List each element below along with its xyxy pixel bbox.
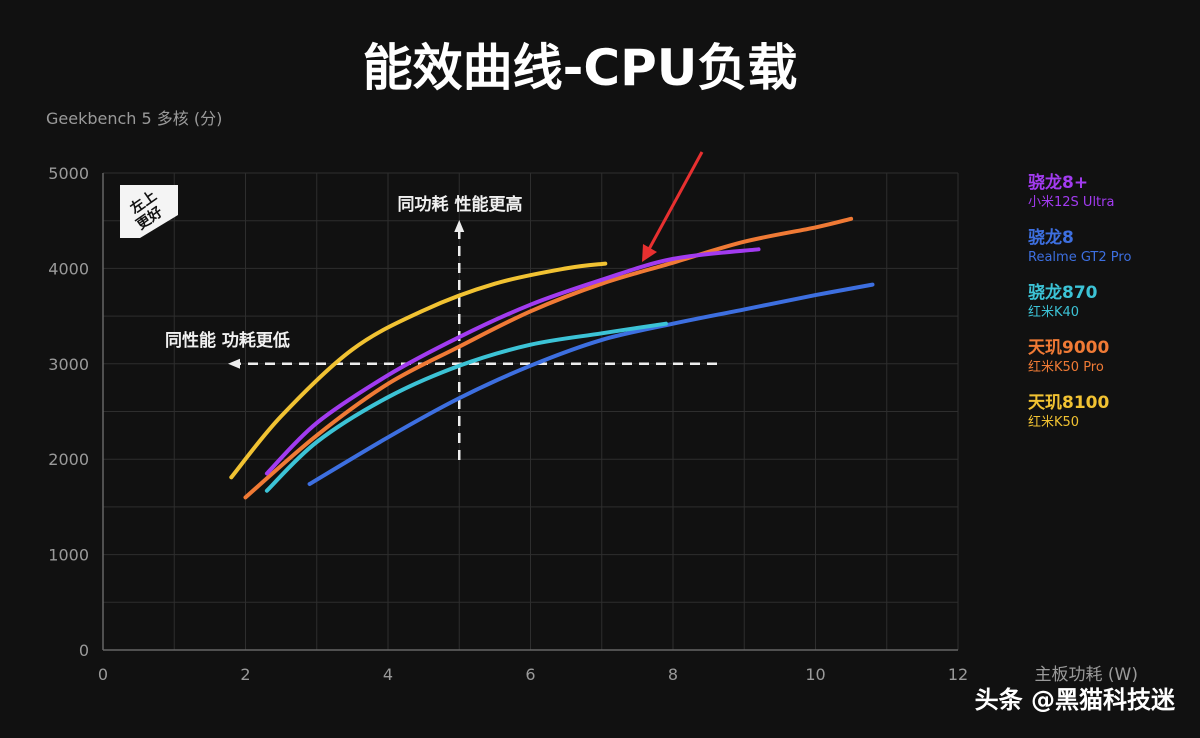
grid bbox=[102, 172, 959, 651]
legend-series-name: 骁龙870 bbox=[1028, 282, 1098, 303]
highlight-arrow bbox=[642, 151, 704, 262]
x-tick-label: 8 bbox=[668, 665, 678, 684]
legend-series-name: 骁龙8 bbox=[1028, 227, 1074, 248]
series-line-3 bbox=[243, 216, 854, 500]
y-tick-label: 2000 bbox=[48, 450, 89, 469]
legend-series-name: 天玑9000 bbox=[1028, 338, 1109, 358]
y-tick-label: 1000 bbox=[48, 546, 89, 565]
watermark: 头条 @黑猫科技迷 bbox=[975, 686, 1176, 714]
guide-lines bbox=[228, 220, 717, 460]
series-lines bbox=[229, 216, 875, 500]
guide-horizontal-arrowhead bbox=[228, 358, 240, 369]
series-line-1 bbox=[307, 282, 875, 486]
legend-series-name: 骁龙8+ bbox=[1028, 172, 1088, 193]
chart-title: 能效曲线-CPU负载 bbox=[363, 39, 798, 97]
y-tick-label: 3000 bbox=[48, 355, 89, 374]
legend-device-name: 红米K50 bbox=[1028, 414, 1079, 430]
x-tick-label: 2 bbox=[240, 665, 250, 684]
legend-device-name: Realme GT2 Pro bbox=[1028, 250, 1131, 265]
x-tick-label: 10 bbox=[805, 665, 825, 684]
y-tick-label: 0 bbox=[79, 641, 89, 660]
series-line-4 bbox=[229, 261, 608, 480]
x-tick-label: 6 bbox=[525, 665, 535, 684]
better-badge-shape bbox=[120, 185, 178, 238]
arrow-head bbox=[642, 244, 657, 262]
axis-ticks: 0 1000 2000 3000 4000 5000 0 2 4 6 8 10 12 bbox=[48, 164, 968, 684]
legend-device-name: 红米K50 Pro bbox=[1028, 359, 1104, 375]
x-tick-label: 4 bbox=[383, 665, 393, 684]
arrow-shaft bbox=[646, 151, 704, 252]
series-line-0 bbox=[264, 247, 761, 476]
annotation-horizontal: 同性能 功耗更低 bbox=[165, 330, 290, 351]
legend-series-name: 天玑8100 bbox=[1028, 393, 1109, 413]
x-axis-label: 主板功耗 (W) bbox=[1035, 665, 1138, 685]
guide-vertical-arrowhead bbox=[454, 220, 465, 232]
x-tick-label: 0 bbox=[98, 665, 108, 684]
legend-device-name: 红米K40 bbox=[1028, 304, 1079, 320]
y-axis-label: Geekbench 5 多核 (分) bbox=[46, 109, 222, 128]
annotation-vertical: 同功耗 性能更高 bbox=[398, 194, 523, 215]
y-tick-label: 5000 bbox=[48, 164, 89, 183]
y-tick-label: 4000 bbox=[48, 259, 89, 278]
x-tick-label: 12 bbox=[948, 665, 968, 684]
series-line-2 bbox=[264, 321, 668, 493]
legend-device-name: 小米12S Ultra bbox=[1028, 195, 1114, 210]
better-badge: 左上 更好 bbox=[120, 185, 178, 238]
